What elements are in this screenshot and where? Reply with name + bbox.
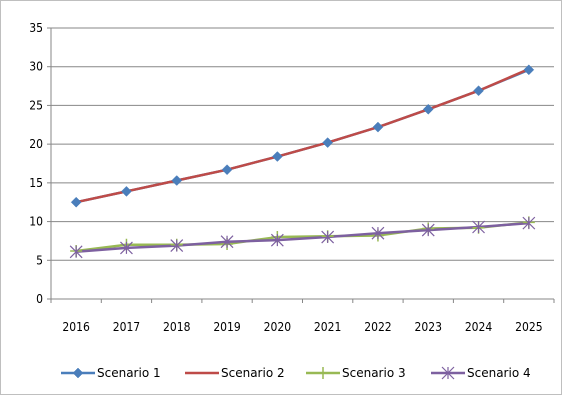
legend-label: Scenario 3: [342, 366, 406, 380]
data-point-s4: [220, 235, 234, 249]
y-tick-label: 5: [36, 253, 43, 267]
legend-label: Scenario 2: [221, 366, 285, 380]
data-point-s1: [121, 186, 132, 197]
y-tick-label: 25: [29, 98, 43, 112]
legend-swatch-marker: [72, 367, 84, 379]
data-point-s1: [473, 85, 484, 97]
y-tick-label: 10: [29, 215, 43, 229]
data-point-s4: [371, 226, 385, 240]
y-tick-label: 35: [29, 21, 43, 35]
data-point-s4: [421, 223, 435, 237]
gridlines: [51, 27, 554, 261]
series-line-4: [76, 221, 529, 254]
y-tick-label: 0: [36, 292, 43, 306]
data-point-s4: [270, 233, 284, 247]
x-tick-label: 2018: [163, 320, 191, 334]
x-tick-labels: 2016 2017 2018 2019 2020 2021 2022 2023 2024 2025: [62, 320, 542, 334]
legend-swatch-marker: [317, 367, 329, 379]
data-point-s1: [422, 103, 434, 115]
legend: Scenario 1 Scenario 2 Scenario 3 Scenario 4: [61, 366, 531, 380]
data-point-s4: [170, 239, 184, 252]
x-tick-label: 2020: [264, 320, 292, 334]
data-point-s4: [69, 245, 83, 259]
legend-label: Scenario 1: [97, 366, 161, 380]
data-point-s1: [70, 196, 82, 208]
data-point-s4: [472, 220, 485, 234]
x-tick-label: 2021: [314, 320, 341, 334]
x-tick-label: 2024: [465, 320, 493, 334]
x-tick-label: 2022: [364, 320, 391, 334]
data-point-s1: [221, 164, 233, 176]
data-point-s4: [321, 230, 335, 244]
x-tick-label: 2023: [415, 320, 442, 334]
axes: [47, 27, 555, 303]
data-point-s1: [171, 175, 183, 186]
data-point-s1: [523, 64, 535, 76]
series-line-2: [75, 67, 530, 204]
x-tick-label: 2025: [515, 320, 542, 334]
x-tick-label: 2019: [213, 320, 241, 334]
data-point-s1: [322, 137, 334, 148]
x-tick-label: 2017: [113, 320, 140, 334]
data-point-s4: [120, 241, 133, 255]
y-tick-label: 20: [29, 137, 43, 151]
data-point-s1: [372, 121, 384, 133]
series-lines: [75, 67, 530, 254]
series-line-1: [75, 68, 530, 204]
y-tick-labels: 0 5 10 15 20 25 30 35: [29, 21, 43, 306]
data-point-s4: [522, 216, 536, 230]
legend-label: Scenario 4: [467, 366, 531, 380]
x-tick-label: 2016: [62, 320, 90, 334]
legend-swatch-marker: [441, 366, 455, 380]
data-point-s1: [271, 151, 283, 162]
y-tick-label: 15: [29, 176, 43, 190]
series-markers: [69, 64, 536, 259]
y-tick-label: 30: [29, 60, 43, 74]
